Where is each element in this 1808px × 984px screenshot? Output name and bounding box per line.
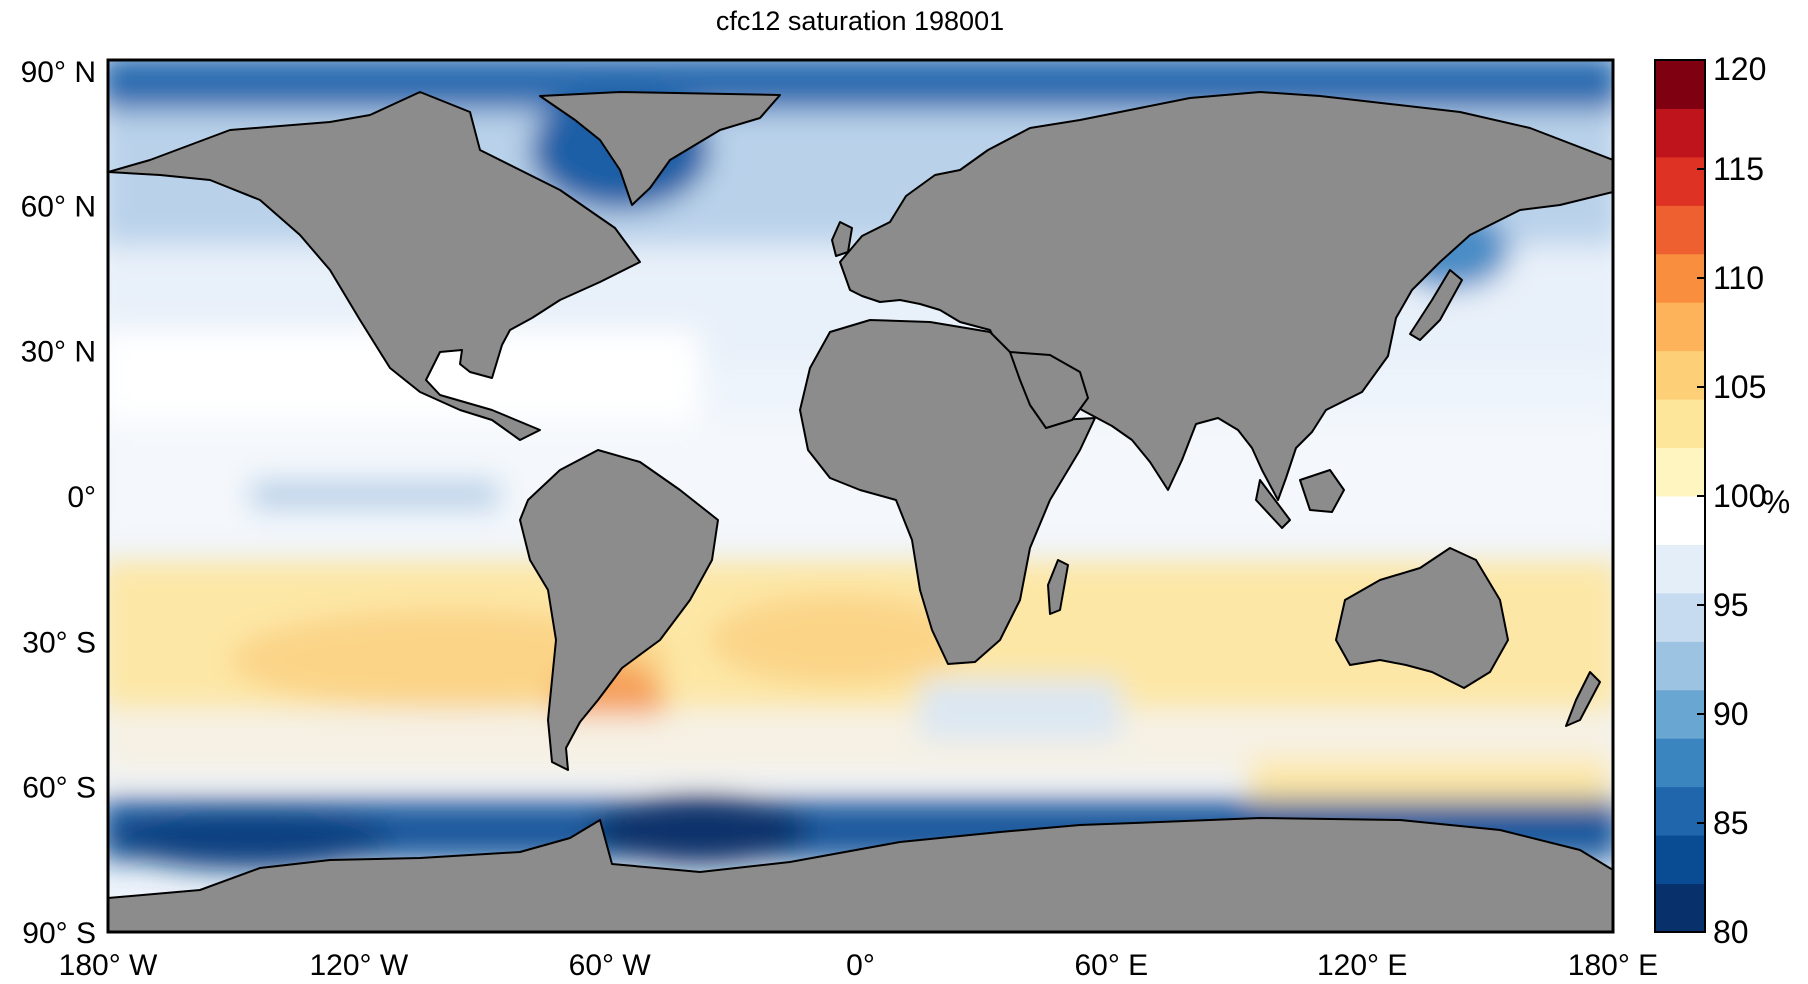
- colorbar-tick-label: 95: [1713, 587, 1749, 623]
- latitude-labels: 90° N 60° N 30° N 0° 30° S 60° S 90° S: [21, 56, 96, 950]
- colorbar-segment: [1655, 205, 1705, 255]
- colorbar-segment: [1655, 60, 1705, 109]
- british-isles: [831, 221, 853, 257]
- lat-tick-label: 0°: [67, 481, 96, 514]
- new-zealand: [1565, 671, 1601, 727]
- field-south-atlantic-core: [710, 595, 970, 685]
- greenland: [539, 91, 781, 206]
- lon-tick-label: 60° E: [1074, 949, 1148, 982]
- colorbar-segment: [1655, 883, 1705, 933]
- colorbar-segment: [1655, 544, 1705, 594]
- south-america: [519, 449, 719, 771]
- colorbar-tick-label: 115: [1713, 151, 1764, 187]
- lat-tick-label: 90° N: [21, 56, 96, 89]
- colorbar-segment: [1655, 302, 1705, 352]
- colorbar-tick-label: 80: [1713, 914, 1749, 950]
- field-ross-sea: [110, 810, 390, 870]
- lon-tick-label: 0°: [846, 949, 875, 982]
- arabia: [1009, 351, 1089, 429]
- borneo-sumatra: [1255, 469, 1345, 529]
- australia: [1335, 547, 1509, 689]
- colorbar-segment: [1655, 592, 1705, 642]
- colorbar-segment: [1655, 689, 1705, 739]
- colorbar-segment: [1655, 399, 1705, 449]
- lon-tick-label: 60° W: [569, 949, 652, 982]
- lon-tick-label: 120° E: [1317, 949, 1407, 982]
- colorbar-tick-label: 105: [1713, 369, 1766, 405]
- lon-tick-label: 180° E: [1568, 949, 1658, 982]
- longitude-labels: 180° W 120° W 60° W 0° 60° E 120° E 180° E: [59, 949, 1659, 982]
- japan: [1409, 269, 1463, 341]
- colorbar-tick-label: 110: [1713, 260, 1764, 296]
- colorbar-segment: [1655, 447, 1705, 497]
- map-title: cfc12 saturation 198001: [716, 6, 1004, 36]
- north-america: [108, 91, 641, 441]
- colorbar-segment: [1655, 350, 1705, 400]
- lon-tick-label: 180° W: [59, 949, 158, 982]
- field-south-indian-band: [920, 680, 1120, 740]
- lat-tick-label: 30° N: [21, 336, 96, 369]
- colorbar-segment: [1655, 835, 1705, 885]
- colorbar-segment: [1655, 641, 1705, 691]
- colorbar-segment: [1655, 786, 1705, 836]
- colorbar-segment: [1655, 738, 1705, 788]
- colorbar-unit: %: [1762, 484, 1790, 520]
- colorbar-tick-label: 85: [1713, 805, 1749, 841]
- colorbar-tick-label: 100: [1713, 478, 1766, 514]
- colorbar-segment: [1655, 253, 1705, 303]
- land-masses: [108, 91, 1613, 932]
- lat-tick-label: 90° S: [22, 917, 96, 950]
- lon-tick-label: 120° W: [309, 949, 408, 982]
- field-equatorial-pacific: [250, 480, 500, 510]
- map-frame: [106, 58, 1615, 934]
- antarctica: [108, 817, 1613, 932]
- map-plot-area: [108, 60, 1613, 932]
- lat-tick-label: 60° S: [22, 772, 96, 805]
- lat-tick-label: 60° N: [21, 190, 96, 223]
- lat-tick-label: 30° S: [22, 626, 96, 659]
- colorbar-tick-label: 90: [1713, 696, 1749, 732]
- field-weddell-sea: [590, 795, 810, 865]
- madagascar: [1047, 559, 1069, 615]
- colorbar-segment: [1655, 496, 1705, 545]
- colorbar: 80 85 90 95 100 105 110 115 120: [1654, 51, 1766, 950]
- colorbar-segment: [1655, 156, 1705, 206]
- colorbar-segment: [1655, 108, 1705, 158]
- colorbar-tick-label: 120: [1713, 51, 1766, 87]
